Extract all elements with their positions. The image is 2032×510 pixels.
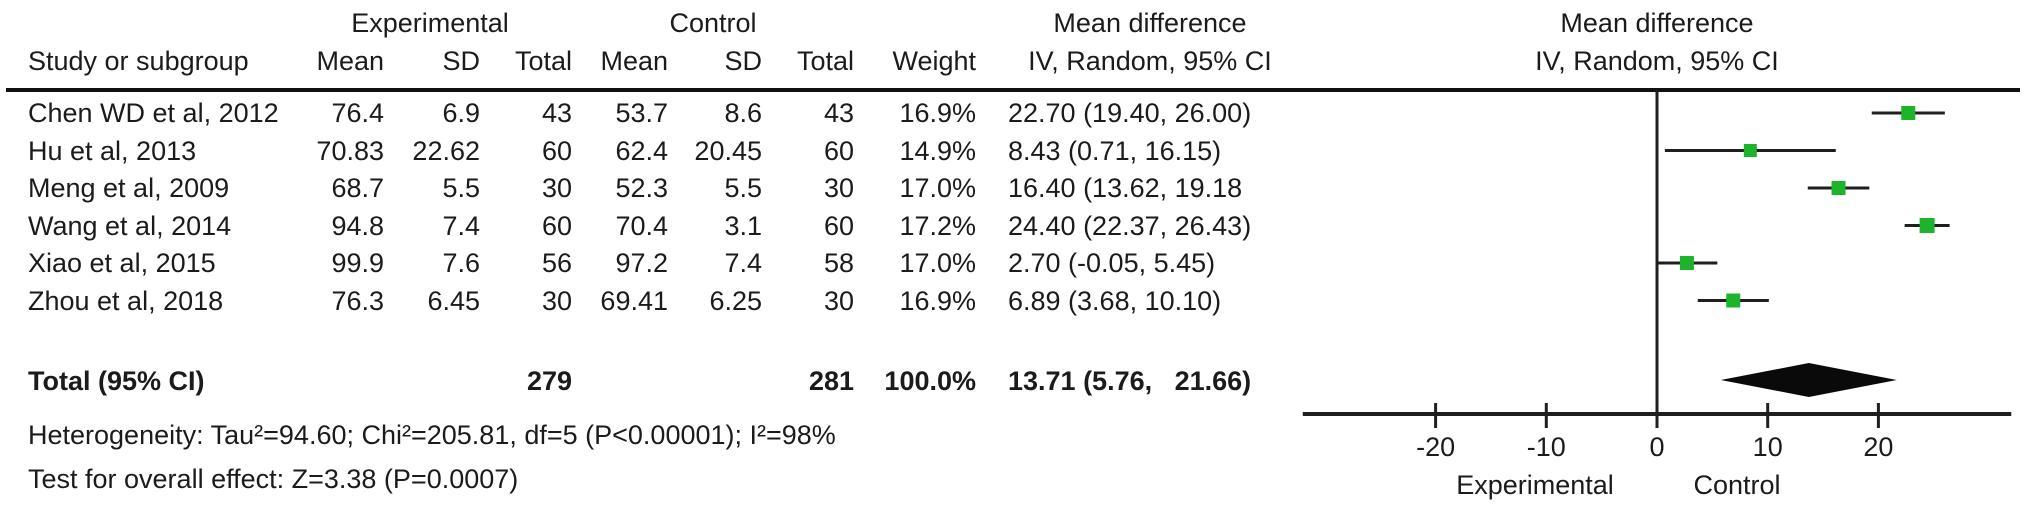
- md-column-header-line1: Mean difference: [1053, 8, 1247, 38]
- axis-label-experimental: Experimental: [1456, 470, 1614, 500]
- exp-mean-column-header: Mean: [316, 46, 384, 76]
- study-row: Meng et al, 2009 68.7 5.5 30 52.3 5.5 30…: [0, 171, 1380, 205]
- exp-mean-cell: 68.7: [331, 173, 384, 203]
- overall-effect-text: Test for overall effect: Z=3.38 (P=0.000…: [28, 464, 519, 494]
- weight-cell: 14.9%: [899, 135, 976, 166]
- exp-sd-cell: 6.45: [427, 285, 480, 316]
- md-ci-cell: 6.89 (3.68, 10.10): [1008, 285, 1222, 316]
- weight-cell: 16.9%: [899, 98, 976, 128]
- exp-mean-cell: 99.9: [331, 248, 384, 278]
- ctrl-total-cell: 58: [823, 248, 854, 278]
- heterogeneity-text: Heterogeneity: Tau²=94.60; Chi²=205.81, …: [28, 420, 836, 450]
- weight-cell: 17.2%: [899, 210, 976, 241]
- study-name-cell: Meng et al, 2009: [28, 173, 230, 203]
- control-group-header: Control: [669, 8, 757, 38]
- study-row: Hu et al, 2013 70.83 22.62 60 62.4 20.45…: [0, 134, 1380, 168]
- study-name-cell: Zhou et al, 2018: [28, 285, 224, 316]
- ctrl-total-cell: 30: [823, 173, 854, 203]
- study-row: Chen WD et al, 2012 76.4 6.9 43 53.7 8.6…: [0, 96, 1380, 130]
- exp-sd-column-header: SD: [442, 46, 480, 76]
- x-tick-label: 20: [1863, 432, 1893, 462]
- weight-cell: 17.0%: [899, 173, 976, 203]
- total-weight-cell: 100.0%: [884, 366, 976, 396]
- effect-square: [1919, 218, 1935, 233]
- exp-total-cell: 30: [541, 173, 572, 203]
- exp-sd-cell: 6.9: [442, 98, 480, 128]
- effect-square: [1679, 256, 1694, 270]
- weight-cell: 16.9%: [899, 285, 976, 316]
- x-tick-label: -10: [1527, 432, 1566, 462]
- ctrl-mean-cell: 97.2: [615, 248, 668, 278]
- exp-total-cell: 30: [541, 285, 572, 316]
- plot-header-line1: Mean difference: [1560, 8, 1754, 38]
- effect-square: [1831, 181, 1846, 195]
- exp-sd-cell: 22.62: [412, 135, 480, 166]
- exp-total-column-header: Total: [514, 46, 572, 76]
- weight-cell: 17.0%: [899, 248, 976, 278]
- weight-column-header: Weight: [892, 46, 976, 76]
- exp-mean-cell: 76.4: [331, 98, 384, 128]
- md-ci-cell: 8.43 (0.71, 16.15): [1008, 135, 1222, 166]
- exp-sd-cell: 7.6: [442, 248, 480, 278]
- ctrl-mean-column-header: Mean: [600, 46, 668, 76]
- study-column-header: Study or subgroup: [28, 46, 249, 76]
- ctrl-sd-cell: 5.5: [724, 173, 762, 203]
- axis-label-control: Control: [1693, 470, 1780, 500]
- exp-total-cell: 43: [541, 98, 572, 128]
- md-column-header-line2: IV, Random, 95% CI: [1028, 46, 1272, 76]
- effect-square: [1743, 144, 1757, 157]
- md-ci-cell: 2.70 (-0.05, 5.45): [1008, 248, 1216, 278]
- x-tick-label: 0: [1649, 432, 1664, 462]
- effect-square: [1726, 293, 1741, 308]
- md-ci-cell: 22.70 (19.40, 26.00): [1008, 98, 1252, 128]
- ctrl-mean-cell: 69.41: [600, 285, 668, 316]
- ctrl-total-cell: 60: [823, 210, 854, 241]
- exp-sd-cell: 7.4: [442, 210, 480, 241]
- total-exp-total-cell: 279: [526, 366, 572, 396]
- study-name-cell: Xiao et al, 2015: [28, 248, 216, 278]
- total-row-label: Total (95% CI): [28, 366, 205, 396]
- exp-total-cell: 60: [541, 210, 572, 241]
- ctrl-mean-cell: 70.4: [615, 210, 668, 241]
- exp-mean-cell: 76.3: [331, 285, 384, 316]
- total-ctrl-total-cell: 281: [808, 366, 854, 396]
- exp-total-cell: 56: [541, 248, 572, 278]
- study-row: Xiao et al, 2015 99.9 7.6 56 97.2 7.4 58…: [0, 246, 1380, 280]
- study-name-cell: Wang et al, 2014: [28, 210, 232, 241]
- md-ci-cell: 16.40 (13.62, 19.18: [1008, 173, 1243, 203]
- ctrl-sd-column-header: SD: [724, 46, 762, 76]
- exp-mean-cell: 70.83: [316, 135, 384, 166]
- study-name-cell: Hu et al, 2013: [28, 135, 197, 166]
- ctrl-sd-cell: 3.1: [724, 210, 762, 241]
- total-md-ci-cell: 13.71 (5.76, 21.66): [1008, 366, 1252, 396]
- header-rule: [6, 88, 2020, 92]
- ctrl-mean-cell: 53.7: [615, 98, 668, 128]
- study-row: Zhou et al, 2018 76.3 6.45 30 69.41 6.25…: [0, 284, 1380, 318]
- exp-sd-cell: 5.5: [442, 173, 480, 203]
- ctrl-sd-cell: 6.25: [709, 285, 762, 316]
- study-row: Wang et al, 2014 94.8 7.4 60 70.4 3.1 60…: [0, 209, 1380, 243]
- md-ci-cell: 24.40 (22.37, 26.43): [1008, 210, 1252, 241]
- ctrl-total-cell: 60: [823, 135, 854, 166]
- ctrl-mean-cell: 62.4: [615, 135, 668, 166]
- ctrl-total-cell: 30: [823, 285, 854, 316]
- ctrl-total-column-header: Total: [796, 46, 854, 76]
- study-name-cell: Chen WD et al, 2012: [28, 98, 279, 128]
- ctrl-total-cell: 43: [823, 98, 854, 128]
- ctrl-sd-cell: 8.6: [724, 98, 762, 128]
- experimental-group-header: Experimental: [351, 8, 509, 38]
- effect-square: [1901, 106, 1916, 120]
- ctrl-sd-cell: 20.45: [694, 135, 762, 166]
- x-tick-label: 10: [1753, 432, 1783, 462]
- pooled-diamond: [1720, 363, 1897, 397]
- x-tick-label: -20: [1416, 432, 1455, 462]
- exp-total-cell: 60: [541, 135, 572, 166]
- ctrl-mean-cell: 52.3: [615, 173, 668, 203]
- exp-mean-cell: 94.8: [331, 210, 384, 241]
- plot-header-line2: IV, Random, 95% CI: [1535, 46, 1779, 76]
- ctrl-sd-cell: 7.4: [724, 248, 762, 278]
